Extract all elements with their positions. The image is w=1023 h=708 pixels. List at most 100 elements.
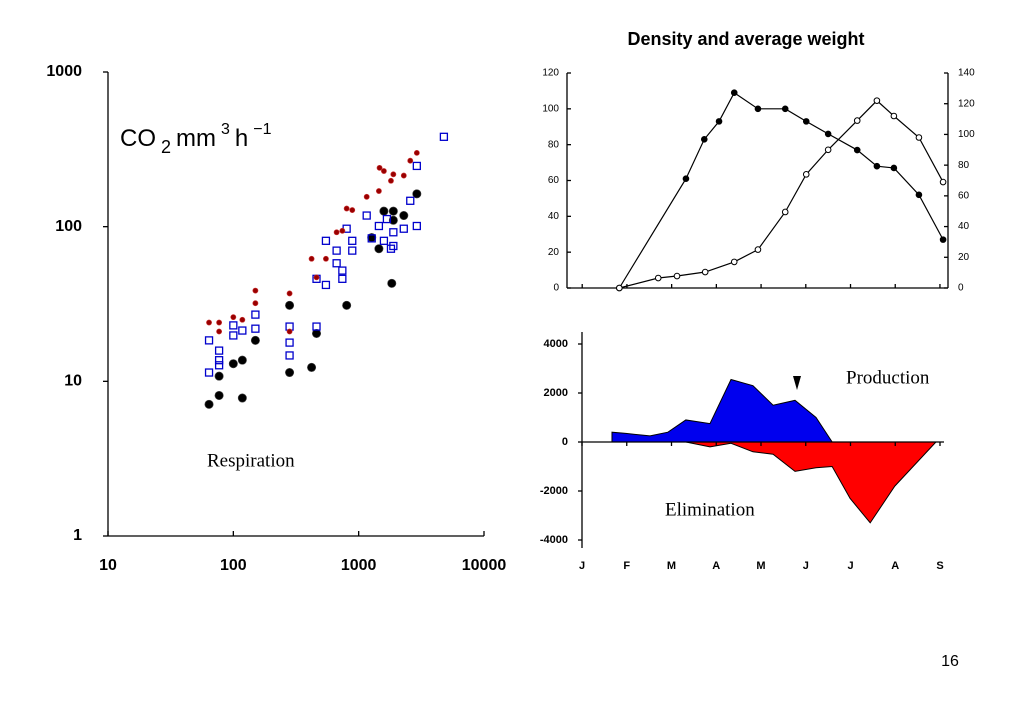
point [214, 371, 224, 381]
point [367, 234, 376, 243]
point [873, 97, 881, 104]
point [939, 178, 947, 186]
point [682, 175, 690, 183]
y2-tick-label: 40 [958, 221, 970, 232]
area [611, 378, 834, 443]
point [754, 246, 762, 253]
point [216, 319, 223, 326]
point [781, 105, 789, 113]
y-tick-label: 100 [542, 103, 559, 114]
point [228, 359, 238, 369]
point [307, 362, 317, 372]
y-tick-label: 0 [553, 283, 559, 294]
point [332, 259, 341, 268]
x-tick-label: 10 [99, 557, 117, 574]
point [333, 229, 340, 236]
point [413, 149, 420, 156]
point [730, 258, 738, 266]
point [388, 206, 398, 216]
point [214, 356, 224, 365]
point [312, 328, 322, 338]
y2-tick-label: 60 [958, 190, 970, 201]
point [285, 351, 294, 360]
point [730, 89, 738, 97]
series-label: Elimination [665, 499, 755, 520]
point [285, 338, 294, 347]
point [802, 171, 810, 178]
point [239, 316, 246, 323]
point [321, 236, 331, 245]
point [286, 290, 293, 297]
point [204, 399, 214, 409]
point [853, 117, 861, 124]
y-tick-label: 2000 [544, 387, 568, 399]
x-tick-label: 1000 [341, 557, 377, 574]
x-tick-label: M [756, 560, 765, 572]
point [250, 335, 260, 345]
y-tick-label: -4000 [540, 534, 568, 546]
y2-tick-label: 140 [958, 68, 975, 79]
point [332, 246, 341, 255]
point [389, 241, 398, 251]
point [230, 314, 237, 321]
point [781, 208, 789, 216]
y-tick-label: 20 [548, 247, 560, 258]
point [216, 328, 223, 335]
x-tick-label: 10000 [462, 557, 507, 574]
point [890, 164, 898, 172]
point [824, 146, 832, 154]
unit-label: CO 2 mm 3 h −1 [120, 121, 272, 157]
point [400, 172, 407, 179]
point [349, 207, 356, 213]
unit-label-part: h [235, 125, 248, 152]
point [390, 171, 397, 178]
point [313, 274, 320, 281]
point [286, 328, 293, 335]
point [389, 228, 398, 237]
unit-label-part: −1 [253, 121, 271, 138]
point [406, 196, 415, 205]
point [229, 331, 238, 340]
x-tick-label: A [891, 560, 899, 572]
x-tick-label: J [803, 560, 809, 572]
unit-label-part: 2 [161, 137, 171, 157]
point [214, 390, 224, 400]
annotation: Respiration [207, 450, 295, 471]
unit-label-part: CO [120, 125, 156, 152]
series-label: Production [846, 367, 930, 388]
point [412, 221, 421, 231]
point [251, 310, 260, 319]
point [251, 324, 260, 333]
point [342, 300, 352, 310]
x-tick-label: 100 [220, 557, 247, 574]
y2-tick-label: 100 [958, 129, 975, 140]
chart-title: Density and average weight [627, 29, 864, 49]
point [412, 161, 421, 171]
y-tick-label: 100 [55, 218, 82, 235]
point [381, 168, 387, 174]
point [873, 162, 881, 170]
point [379, 206, 389, 216]
point [374, 244, 384, 254]
point [376, 164, 383, 171]
point [229, 321, 238, 330]
y-tick-label: 80 [548, 139, 560, 150]
y-tick-label: 1000 [46, 63, 82, 80]
point [853, 146, 861, 154]
point [700, 135, 708, 143]
y-tick-label: 10 [64, 373, 82, 390]
point [252, 300, 259, 307]
x-tick-label: J [579, 560, 585, 572]
arrow-marker [793, 376, 801, 390]
y-tick-label: -2000 [540, 485, 568, 497]
x-tick-label: J [847, 560, 853, 572]
point [379, 236, 389, 245]
point [214, 361, 224, 370]
point [399, 211, 409, 221]
point [388, 215, 398, 225]
point [382, 214, 392, 224]
point [386, 244, 396, 253]
point [754, 105, 762, 113]
